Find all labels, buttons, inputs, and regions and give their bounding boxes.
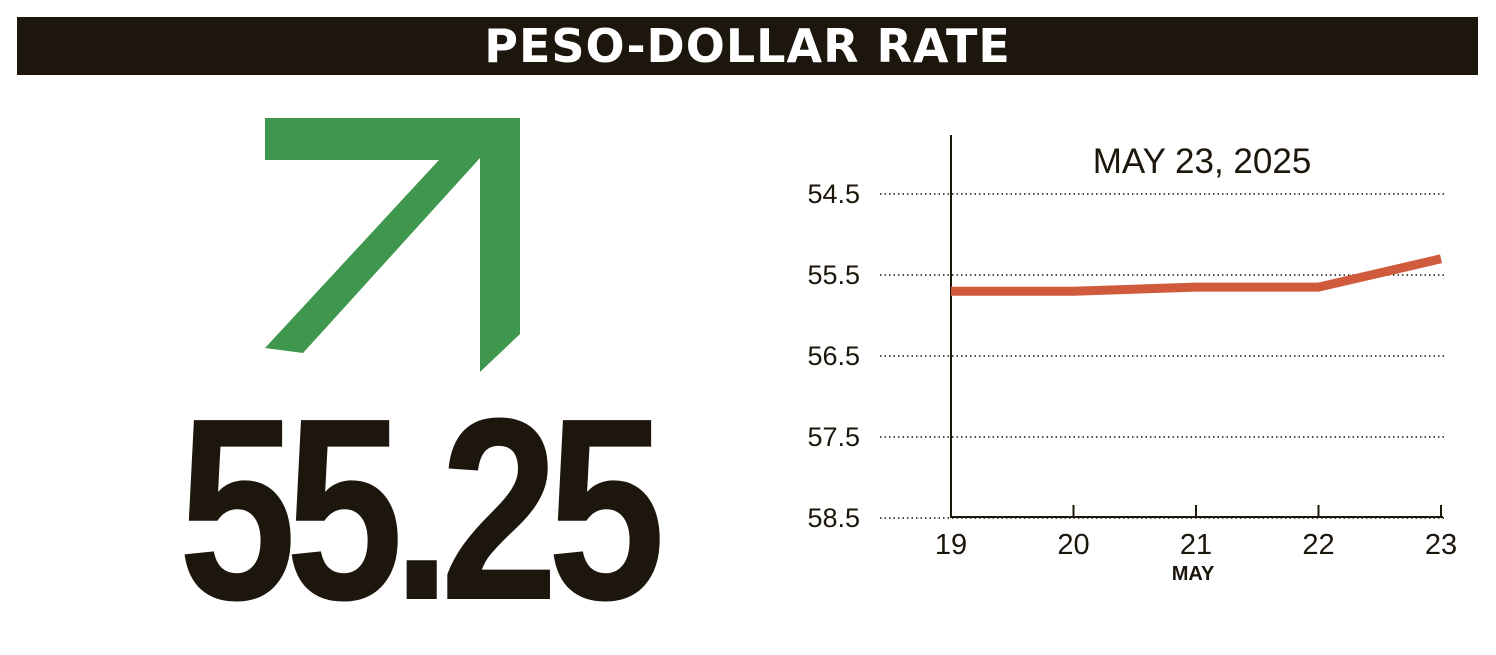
x-axis-label: MAY [1172, 563, 1215, 585]
y-tick-labels: 54.5 55.5 56.5 57.5 58.5 [807, 179, 860, 533]
x-tick-label: 20 [1057, 529, 1089, 561]
y-tick-label: 56.5 [807, 341, 860, 371]
y-tick-label: 58.5 [807, 503, 860, 533]
x-tick-label: 21 [1180, 529, 1212, 561]
grid-layer [880, 194, 1445, 518]
y-tick-label: 54.5 [807, 179, 860, 209]
y-tick-label: 57.5 [807, 422, 860, 452]
x-tick-labels: 19 20 21 22 23 [935, 505, 1457, 561]
chart-title: MAY 23, 2025 [1093, 142, 1312, 181]
x-tick-label: 19 [935, 529, 967, 561]
y-tick-label: 55.5 [807, 260, 860, 290]
x-tick-label: 22 [1302, 529, 1334, 561]
x-tick-label: 23 [1425, 529, 1457, 561]
